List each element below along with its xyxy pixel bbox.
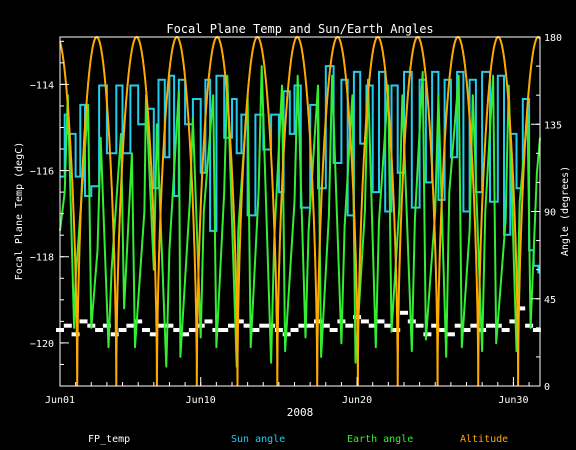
fp-temp-point xyxy=(220,328,229,332)
y2-tick-label: 180 xyxy=(544,33,562,44)
fp-temp-point xyxy=(228,323,236,328)
series-fp-temp xyxy=(56,306,541,337)
fp-temp-point xyxy=(306,323,315,328)
fp-temp-point xyxy=(298,323,307,328)
fp-temp-point xyxy=(454,323,463,328)
y2-tick-label: 45 xyxy=(544,295,556,306)
fp-temp-point xyxy=(368,323,377,328)
fp-temp-point xyxy=(149,332,158,337)
legend-altitude: Altitude xyxy=(460,434,509,445)
fp-temp-point xyxy=(462,328,471,332)
fp-temp-point xyxy=(329,328,338,332)
fp-temp-point xyxy=(517,306,526,311)
y2-tick-label: 90 xyxy=(544,208,556,219)
fp-temp-point xyxy=(486,323,494,328)
series-sun-angle xyxy=(60,65,540,274)
fp-temp-point xyxy=(345,323,354,328)
x-tick-label: Jun01 xyxy=(45,395,75,406)
fp-temp-point xyxy=(95,328,104,332)
fp-temp-point xyxy=(259,323,268,328)
chart-title: Focal Plane Temp and Sun/Earth Angles xyxy=(166,22,433,36)
fp-temp-point xyxy=(235,319,244,324)
series-altitude xyxy=(59,36,541,387)
fp-temp-point xyxy=(376,319,385,324)
fp-temp-point xyxy=(423,332,432,337)
y-axis-label: Focal Plane Temp (degC) xyxy=(14,142,25,280)
fp-temp-point xyxy=(532,328,541,332)
fp-temp-point xyxy=(439,328,448,332)
y2-tick-label: 0 xyxy=(544,382,550,393)
fp-temp-point xyxy=(118,328,127,332)
y2-axis-label: Angle (degrees) xyxy=(560,166,571,256)
fp-temp-point xyxy=(110,332,119,337)
x-tick-label: Jun30 xyxy=(498,395,528,406)
legend-earth-angle: Earth angle xyxy=(347,434,414,445)
fp-temp-point xyxy=(188,328,197,332)
y-tick-label: −114 xyxy=(30,80,54,91)
fp-temp-point xyxy=(470,323,479,328)
fp-temp-point xyxy=(392,328,401,332)
legend-sun-angle: Sun angle xyxy=(231,434,286,445)
fp-temp-point xyxy=(446,332,455,337)
axes-layer: Jun01 Jun10 Jun20 Jun30 −114 −116 −118 −120 0 45 9… xyxy=(30,33,562,406)
fp-temp-point xyxy=(415,323,424,328)
fp-temp-point xyxy=(165,323,174,328)
x-axis-label: 2008 xyxy=(287,406,314,419)
fp-temp-point xyxy=(274,328,283,332)
series-earth-angle xyxy=(59,65,541,368)
fp-temp-point xyxy=(63,323,72,328)
legend-fp-temp: FP_temp xyxy=(88,434,131,445)
fp-temp-point xyxy=(509,319,518,324)
y-tick-label: −118 xyxy=(30,253,54,264)
fp-temp-point xyxy=(142,328,150,332)
series-layer xyxy=(56,36,541,387)
fp-temp-point xyxy=(360,319,369,324)
fp-temp-point xyxy=(251,328,260,332)
fp-temp-point xyxy=(321,323,330,328)
y-tick-label: −120 xyxy=(30,339,54,350)
x-tick-label: Jun10 xyxy=(186,395,216,406)
x-tick-label: Jun20 xyxy=(342,395,372,406)
fp-temp-point xyxy=(431,323,440,328)
fp-temp-point xyxy=(157,323,166,328)
fp-temp-point xyxy=(71,332,80,337)
fp-temp-point xyxy=(243,323,252,328)
fp-temp-point xyxy=(501,328,510,332)
fp-temp-point xyxy=(204,319,213,324)
fp-temp-point xyxy=(290,328,299,332)
fp-temp-point xyxy=(79,319,88,324)
fp-temp-point xyxy=(525,323,534,328)
fp-temp-point xyxy=(400,310,408,315)
y2-tick-label: 135 xyxy=(544,120,562,131)
fp-temp-point xyxy=(134,319,143,324)
fp-temp-point xyxy=(384,323,393,328)
fp-temp-point xyxy=(181,332,190,337)
y-tick-label: −116 xyxy=(30,167,54,178)
fp-temp-point xyxy=(126,323,135,328)
fp-temp-point xyxy=(173,328,182,332)
